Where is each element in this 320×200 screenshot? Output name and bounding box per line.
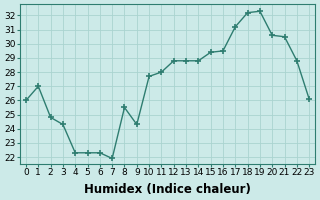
X-axis label: Humidex (Indice chaleur): Humidex (Indice chaleur) [84,183,251,196]
